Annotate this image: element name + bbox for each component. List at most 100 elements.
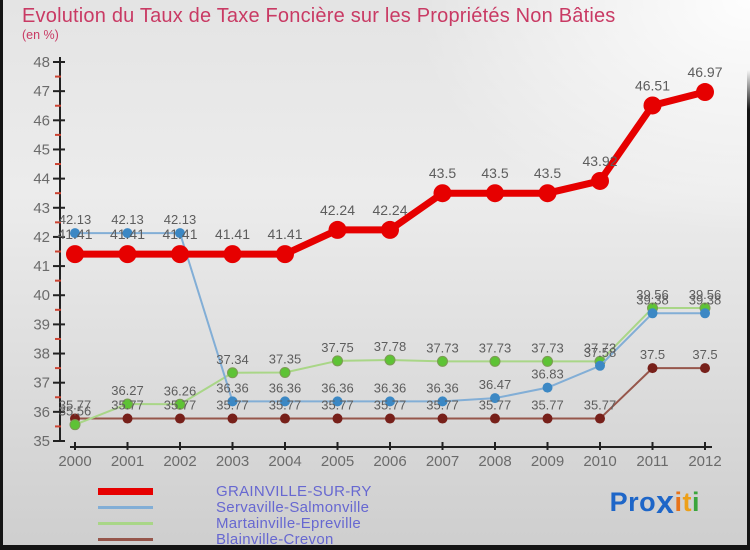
legend-swatch-box	[96, 505, 216, 509]
series-marker-blainville-crevon	[175, 413, 185, 424]
frame-border-right	[747, 0, 750, 550]
series-marker-martainville-epreville	[227, 367, 238, 379]
series-marker-servaville-salmonville	[175, 228, 185, 239]
series-line-servaville-salmonville	[74, 232, 706, 403]
value-label-servaville-salmonville: 36.36	[216, 380, 249, 395]
series-marker-grainville-sur-ry	[486, 184, 504, 203]
x-axis-tick-label: 2012	[688, 453, 721, 470]
legend-swatch	[98, 505, 153, 509]
value-label-martainville-epreville: 35.56	[59, 404, 92, 419]
value-label-grainville-sur-ry: 41.41	[267, 226, 302, 242]
series-marker-grainville-sur-ry	[66, 245, 84, 264]
series-marker-grainville-sur-ry	[328, 220, 347, 239]
series-marker-martainville-epreville	[69, 419, 81, 431]
value-label-blainville-crevon: 35.77	[479, 398, 512, 413]
series-marker-servaville-salmonville	[595, 360, 605, 371]
value-label-martainville-epreville: 37.73	[584, 340, 617, 355]
x-axis-tick-label: 2009	[531, 453, 564, 470]
value-label-blainville-crevon: 35.77	[269, 398, 302, 413]
value-label-blainville-crevon: 35.77	[59, 398, 92, 413]
series-marker-servaville-salmonville	[332, 396, 343, 407]
y-axis-tick-label: 38	[33, 346, 50, 363]
chart-legend: GRAINVILLE-SUR-RY Servaville-Salmonville M…	[96, 482, 372, 548]
value-label-blainville-crevon: 35.77	[531, 398, 564, 413]
series-marker-martainville-epreville	[542, 355, 553, 367]
value-label-servaville-salmonville: 42.13	[164, 212, 197, 227]
x-axis-tick-label: 2010	[583, 453, 616, 470]
series-marker-blainville-crevon	[122, 413, 133, 424]
series-marker-grainville-sur-ry	[591, 171, 609, 190]
logo-letter: x	[656, 484, 675, 520]
x-axis-tick-label: 2007	[426, 453, 459, 470]
value-label-servaville-salmonville: 36.36	[374, 380, 407, 395]
value-label-blainville-crevon: 35.77	[216, 398, 249, 413]
value-label-servaville-salmonville: 37.58	[584, 345, 617, 360]
legend-label: GRAINVILLE-SUR-RY	[216, 482, 372, 500]
series-marker-servaville-salmonville	[122, 228, 133, 239]
value-label-martainville-epreville: 36.27	[111, 383, 144, 398]
legend-swatch	[98, 537, 153, 541]
value-label-martainville-epreville: 36.26	[164, 383, 197, 398]
legend-item-grainville-sur-ry: GRAINVILLE-SUR-RY	[96, 482, 372, 500]
series-marker-martainville-epreville	[279, 366, 291, 378]
value-label-grainville-sur-ry: 43.5	[429, 165, 456, 181]
value-label-servaville-salmonville: 36.47	[479, 377, 512, 392]
y-axis-tick-label: 47	[33, 83, 50, 100]
value-label-grainville-sur-ry: 42.24	[372, 202, 407, 218]
value-label-martainville-epreville: 39.56	[636, 287, 669, 302]
legend-label: Servaville-Salmonville	[216, 498, 370, 516]
value-label-blainville-crevon: 35.77	[374, 398, 407, 413]
value-label-servaville-salmonville: 36.36	[321, 380, 354, 395]
x-axis-tick-label: 2005	[321, 453, 354, 470]
value-label-martainville-epreville: 37.75	[321, 340, 354, 355]
y-axis-tick-label: 42	[33, 229, 50, 246]
value-label-blainville-crevon: 35.77	[426, 398, 459, 413]
y-axis-tick-label: 36	[33, 404, 50, 421]
x-axis-tick-label: 2004	[268, 453, 301, 470]
frame-border-left	[0, 0, 3, 550]
series-marker-servaville-salmonville	[437, 396, 448, 407]
series-marker-martainville-epreville	[384, 354, 396, 366]
value-label-martainville-epreville: 37.34	[216, 352, 249, 367]
series-marker-grainville-sur-ry	[223, 245, 242, 264]
value-label-servaville-salmonville: 42.13	[111, 212, 144, 227]
value-label-servaville-salmonville: 42.13	[59, 212, 92, 227]
value-label-grainville-sur-ry: 41.41	[215, 226, 250, 242]
x-axis-tick-label: 2011	[636, 453, 668, 470]
value-label-servaville-salmonville: 36.36	[269, 380, 302, 395]
value-label-martainville-epreville: 37.78	[374, 339, 407, 354]
series-marker-martainville-epreville	[489, 355, 501, 367]
series-marker-blainville-crevon	[227, 413, 238, 424]
series-marker-blainville-crevon	[595, 413, 605, 424]
legend-item-servaville-salmonville: Servaville-Salmonville	[96, 498, 372, 516]
chart-title: Evolution du Taux de Taxe Foncière sur l…	[22, 5, 616, 27]
chart-subtitle: (en %)	[22, 28, 59, 42]
series-marker-servaville-salmonville	[227, 396, 238, 407]
value-label-servaville-salmonville: 36.36	[426, 380, 459, 395]
value-label-martainville-epreville: 39.56	[689, 287, 722, 302]
series-marker-blainville-crevon	[332, 413, 343, 424]
series-marker-servaville-salmonville	[490, 393, 500, 404]
y-axis-tick-label: 45	[33, 141, 50, 158]
logo-letter: i	[691, 487, 700, 517]
value-label-grainville-sur-ry: 43.5	[534, 165, 561, 181]
logo-letter: i	[674, 487, 683, 517]
series-marker-blainville-crevon	[490, 413, 500, 424]
y-axis-tick-label: 35	[33, 433, 50, 450]
series-marker-martainville-epreville	[332, 355, 343, 367]
series-marker-servaville-salmonville	[542, 382, 553, 393]
value-label-grainville-sur-ry: 41.41	[57, 226, 92, 242]
logo-letter: t	[682, 487, 692, 517]
series-marker-grainville-sur-ry	[538, 184, 557, 203]
series-marker-martainville-epreville	[174, 398, 186, 410]
value-label-blainville-crevon: 35.77	[164, 398, 197, 413]
value-label-martainville-epreville: 37.73	[531, 340, 564, 355]
series-marker-grainville-sur-ry	[696, 83, 714, 102]
series-marker-martainville-epreville	[437, 355, 448, 367]
series-marker-blainville-crevon	[647, 363, 658, 374]
proxiti-logo: Proxiti	[610, 484, 700, 520]
x-axis-tick-label: 2003	[216, 453, 249, 470]
y-axis-tick-label: 48	[33, 54, 50, 71]
legend-swatch	[98, 487, 153, 495]
